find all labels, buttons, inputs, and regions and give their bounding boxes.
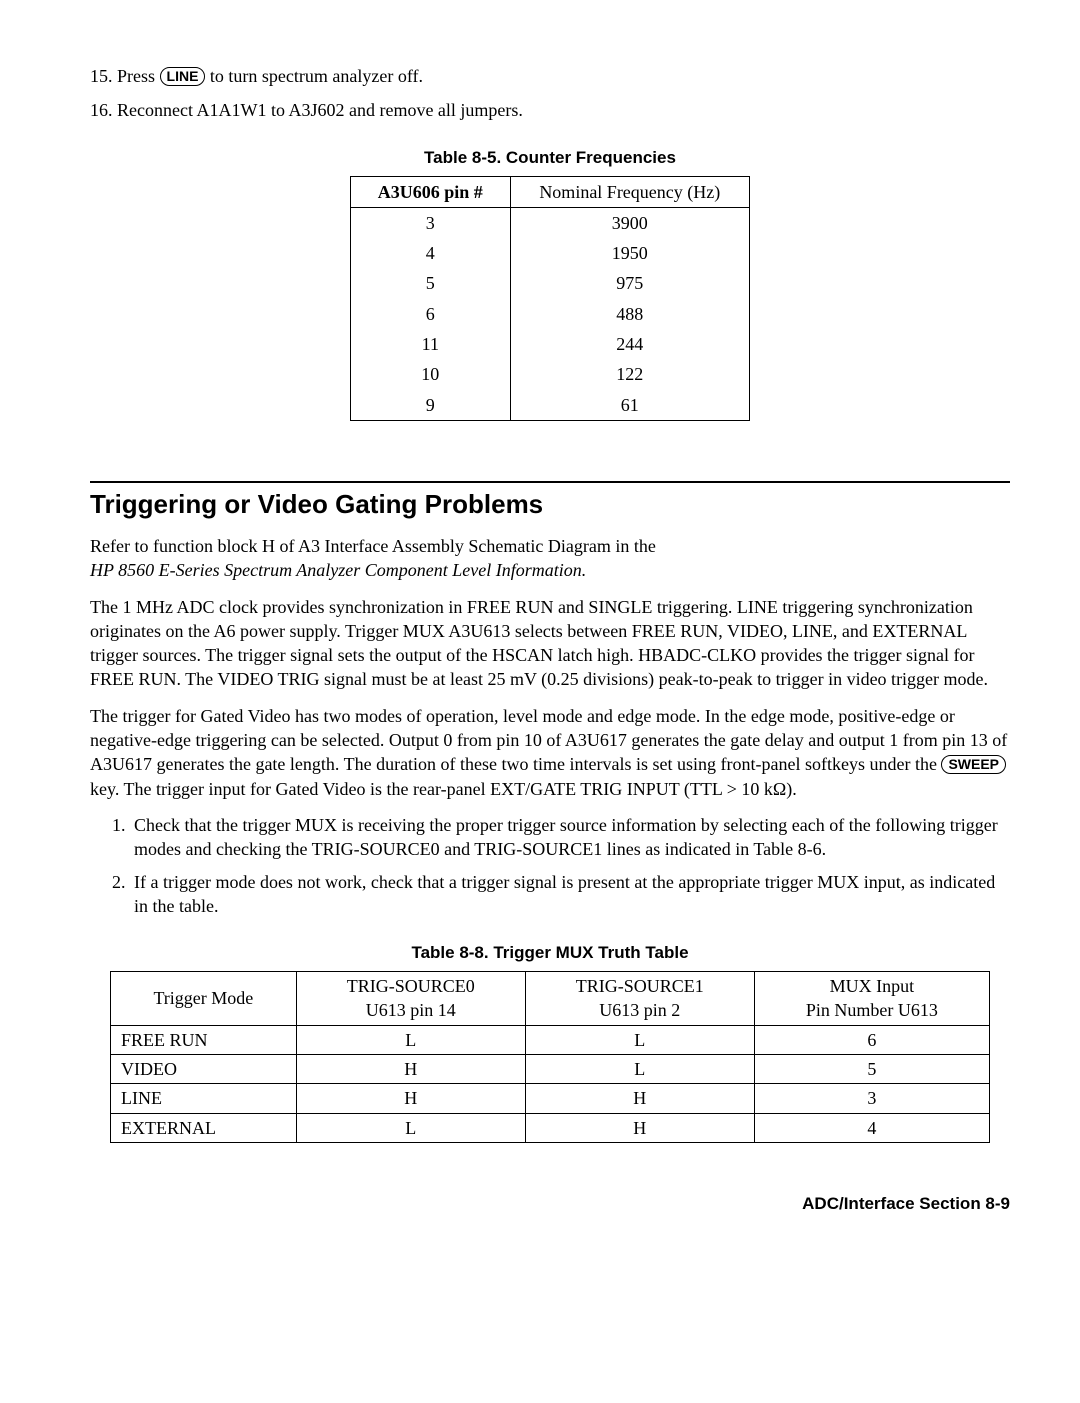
t88-r2c1: H [296,1084,525,1113]
section-p3a: The trigger for Gated Video has two mode… [90,706,1007,775]
section-p3: The trigger for Gated Video has two mode… [90,704,1010,801]
t88-r3c1: L [296,1113,525,1142]
t88-r3c0: EXTERNAL [111,1113,297,1142]
table-8-8: Trigger Mode TRIG-SOURCE0U613 pin 14 TRI… [110,971,990,1143]
sweep-key: SWEEP [941,755,1006,774]
t85-r3c0: 6 [351,299,511,329]
step-16: 16. Reconnect A1A1W1 to A3J602 and remov… [90,98,1010,122]
t88-r2c0: LINE [111,1084,297,1113]
step-15: 15. Press LINE to turn spectrum analyzer… [90,64,1010,88]
t85-r0c0: 3 [351,207,511,238]
t88-h1: TRIG-SOURCE0U613 pin 14 [296,972,525,1026]
check-li2: If a trigger mode does not work, check t… [130,870,1010,919]
t85-r6c1: 61 [510,390,749,421]
t88-r0c2: L [525,1025,754,1054]
t85-r4c1: 244 [510,329,749,359]
table-8-8-caption: Table 8-8. Trigger MUX Truth Table [90,942,1010,965]
t85-r3c1: 488 [510,299,749,329]
t88-r1c2: L [525,1054,754,1083]
step-15-post: to turn spectrum analyzer off. [205,66,423,86]
table-8-5: A3U606 pin # Nominal Frequency (Hz) 3390… [350,176,750,421]
check-li1: Check that the trigger MUX is receiving … [130,813,1010,862]
check-list: Check that the trigger MUX is receiving … [90,813,1010,918]
section-p1: Refer to function block H of A3 Interfac… [90,534,1010,583]
t88-r0c1: L [296,1025,525,1054]
page-footer: ADC/Interface Section 8-9 [90,1193,1010,1216]
t88-h0: Trigger Mode [111,972,297,1026]
t88-h3: MUX InputPin Number U613 [754,972,989,1026]
t85-r0c1: 3900 [510,207,749,238]
t85-r1c0: 4 [351,238,511,268]
line-key: LINE [160,67,206,86]
t88-r0c3: 6 [754,1025,989,1054]
t85-r6c0: 9 [351,390,511,421]
t85-r2c1: 975 [510,268,749,298]
t85-r5c0: 10 [351,359,511,389]
t88-r0c0: FREE RUN [111,1025,297,1054]
t88-r1c0: VIDEO [111,1054,297,1083]
t85-r4c0: 11 [351,329,511,359]
t88-h2: TRIG-SOURCE1U613 pin 2 [525,972,754,1026]
table-8-5-caption: Table 8-5. Counter Frequencies [90,147,1010,170]
t88-h0-text: Trigger Mode [153,988,253,1008]
t88-r1c3: 5 [754,1054,989,1083]
t85-h0: A3U606 pin # [351,176,511,207]
t85-r1c1: 1950 [510,238,749,268]
section-heading: Triggering or Video Gating Problems [90,481,1010,522]
t88-r3c3: 4 [754,1113,989,1142]
section-p2: The 1 MHz ADC clock provides synchroniza… [90,595,1010,692]
section-p1a: Refer to function block H of A3 Interfac… [90,536,656,556]
t88-r2c3: 3 [754,1084,989,1113]
t88-r3c2: H [525,1113,754,1142]
step-15-pre: 15. Press [90,66,160,86]
t85-r2c0: 5 [351,268,511,298]
t85-r5c1: 122 [510,359,749,389]
t88-r1c1: H [296,1054,525,1083]
t85-h1: Nominal Frequency (Hz) [510,176,749,207]
section-p1b: HP 8560 E-Series Spectrum Analyzer Compo… [90,560,586,580]
t88-r2c2: H [525,1084,754,1113]
section-p3b: key. The trigger input for Gated Video i… [90,779,797,799]
